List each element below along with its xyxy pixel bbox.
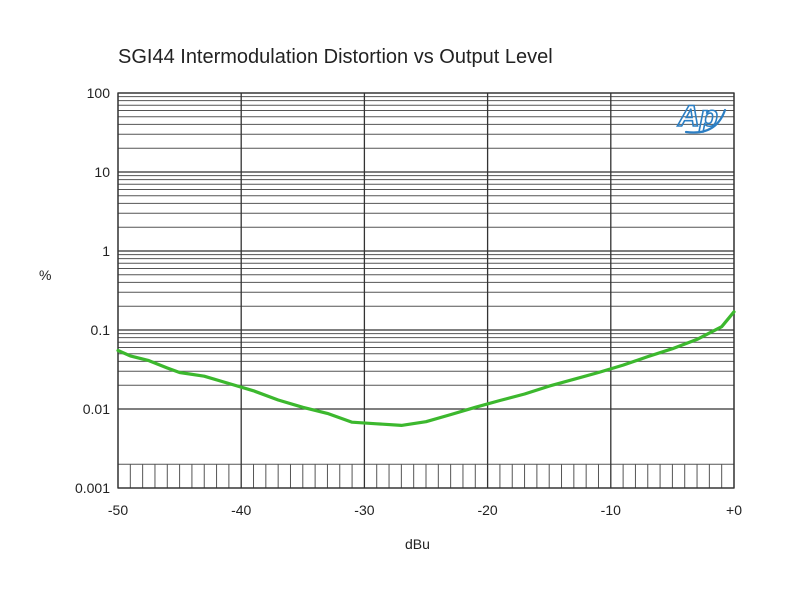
y-tick-label: 10	[94, 164, 110, 180]
y-tick-label: 1	[102, 243, 110, 259]
logo-swoosh	[684, 108, 727, 134]
major-gridlines	[117, 92, 735, 489]
y-tick-label: 0.1	[91, 322, 111, 338]
ap-logo: Ap	[676, 99, 727, 134]
x-tick-label: -30	[354, 502, 374, 518]
minor-gridlines	[118, 96, 734, 488]
logo-text: Ap	[677, 100, 718, 133]
y-tick-label: 100	[87, 85, 111, 101]
y-tick-label: 0.01	[83, 401, 110, 417]
tick-labels: 0.001 0.01 0.1 1 10 100 -50 -40 -30 -20 -10 +0	[75, 85, 742, 518]
y-axis-label: %	[39, 267, 52, 283]
x-tick-label: -10	[601, 502, 621, 518]
x-tick-label: -20	[477, 502, 497, 518]
x-tick-label: -40	[231, 502, 251, 518]
plot-frame	[117, 92, 735, 489]
y-tick-label: 0.001	[75, 480, 110, 496]
series-line	[116, 310, 736, 427]
x-tick-label: -50	[108, 502, 128, 518]
x-axis-label: dBu	[405, 536, 430, 552]
series-layer	[116, 310, 736, 427]
x-tick-label: +0	[726, 502, 742, 518]
chart-title: SGI44 Intermodulation Distortion vs Outp…	[118, 46, 553, 68]
